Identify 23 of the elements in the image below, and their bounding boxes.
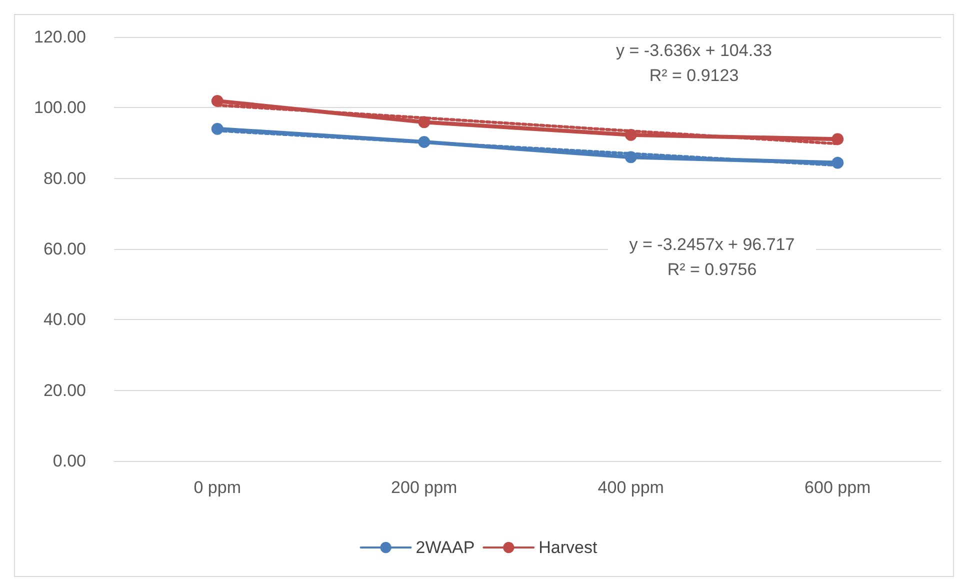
legend-label: 2WAAP <box>416 538 475 557</box>
point <box>211 122 224 135</box>
annotation: y = -3.2457x + 96.717 R² = 0.9756 <box>629 235 795 279</box>
x-tick-label: 200 ppm <box>391 478 458 497</box>
point <box>832 156 844 169</box>
point <box>624 151 637 164</box>
y-tick-label: 20.00 <box>43 380 86 400</box>
y-tick-label: 60.00 <box>43 240 86 258</box>
point <box>418 116 430 128</box>
x-tick-label: 400 ppm <box>598 478 664 497</box>
legend-label: Harvest <box>538 538 598 557</box>
y-tick-label: 80.00 <box>43 168 86 188</box>
point <box>624 128 637 141</box>
y-tick-label: 0.00 <box>52 452 86 470</box>
y-tick-label: 40.00 <box>43 310 86 330</box>
x-tick-label: 600 ppm <box>804 478 871 497</box>
x-tick-label: 0 ppm <box>194 478 241 497</box>
y-tick-label: 100.00 <box>34 98 86 118</box>
point <box>832 133 844 146</box>
y-tick-label: 120.00 <box>34 28 86 46</box>
point <box>418 136 430 148</box>
annotation: y = -3.636x + 104.33 R² = 0.9123 <box>616 41 772 85</box>
point <box>211 94 224 107</box>
